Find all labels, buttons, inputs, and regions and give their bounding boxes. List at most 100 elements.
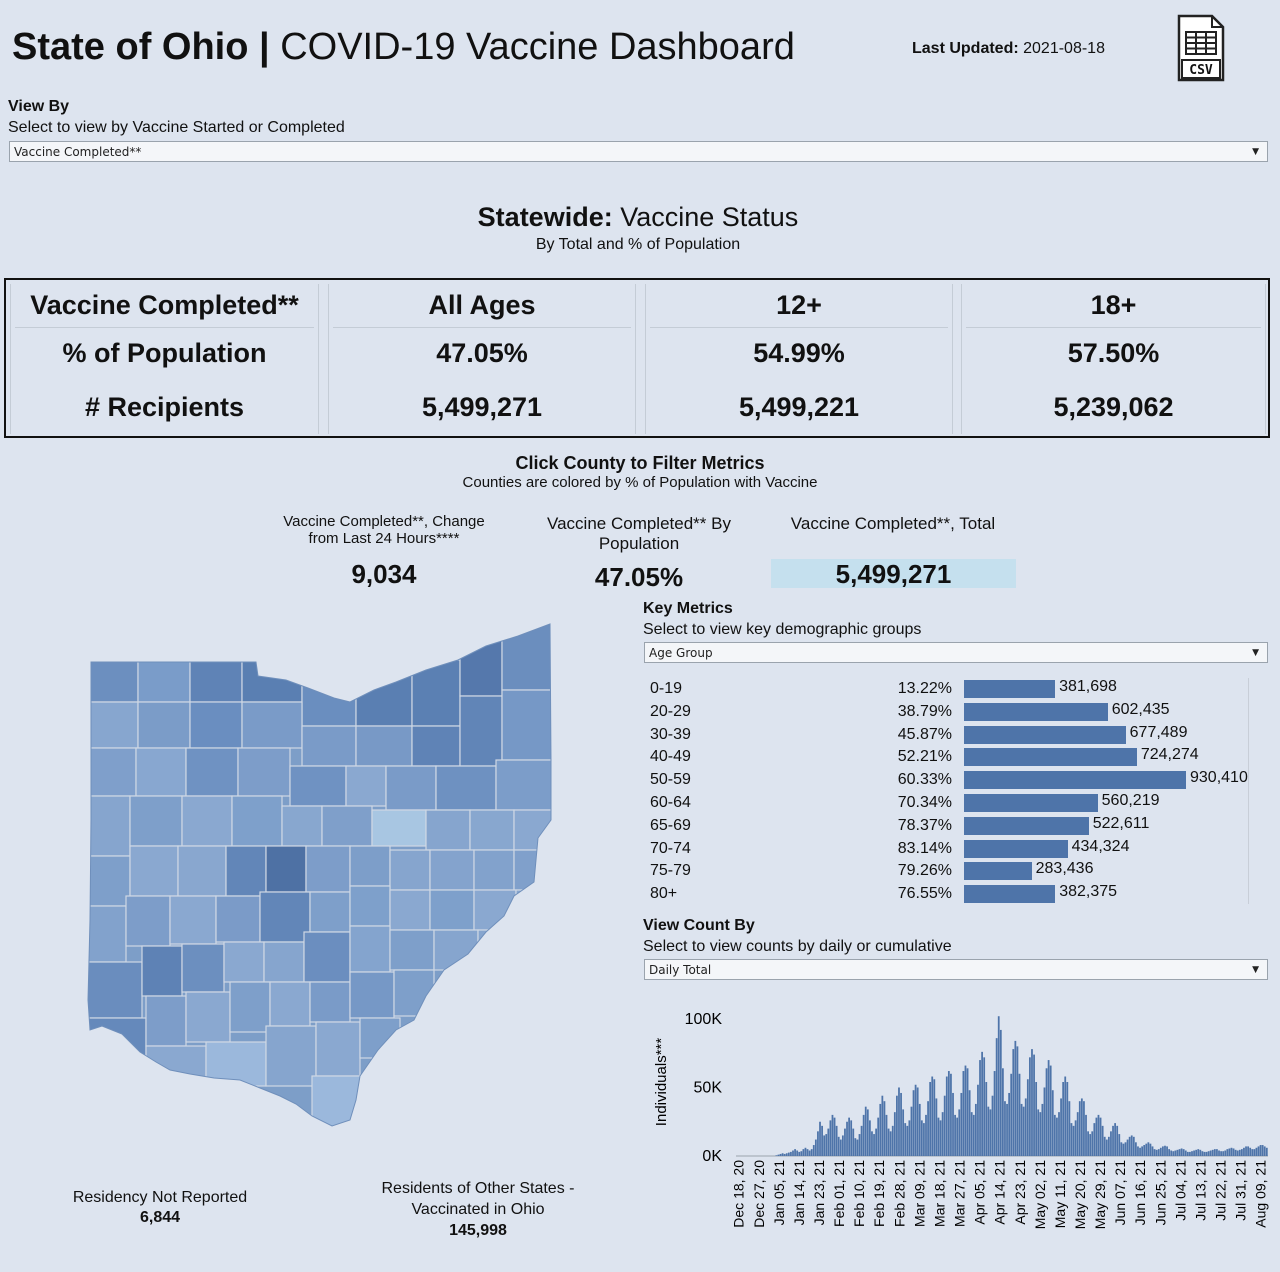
daily-bar[interactable] — [983, 1057, 986, 1156]
daily-bar[interactable] — [800, 1151, 803, 1156]
daily-bar[interactable] — [979, 1060, 981, 1156]
daily-bar[interactable] — [958, 1109, 961, 1156]
daily-bar[interactable] — [794, 1149, 796, 1156]
daily-bar[interactable] — [1058, 1112, 1060, 1156]
daily-bar[interactable] — [1232, 1148, 1235, 1156]
daily-bar[interactable] — [1051, 1090, 1054, 1156]
daily-bar[interactable] — [920, 1120, 923, 1156]
daily-bar[interactable] — [1024, 1098, 1027, 1156]
daily-bar[interactable] — [796, 1150, 799, 1156]
daily-bar[interactable] — [1103, 1136, 1106, 1156]
daily-bar[interactable] — [1083, 1101, 1085, 1156]
daily-bar[interactable] — [827, 1128, 830, 1156]
daily-bar[interactable] — [1043, 1087, 1046, 1156]
daily-bar[interactable] — [1087, 1131, 1089, 1156]
daily-bar[interactable] — [871, 1131, 873, 1156]
daily-bar[interactable] — [862, 1114, 865, 1156]
key-metrics-dropdown[interactable]: Age Group ▼ — [644, 642, 1268, 663]
daily-bar[interactable] — [841, 1135, 844, 1156]
daily-bar[interactable] — [916, 1087, 919, 1156]
daily-bar[interactable] — [1234, 1149, 1237, 1156]
daily-bar[interactable] — [906, 1125, 909, 1156]
daily-bar[interactable] — [1153, 1149, 1156, 1156]
daily-bar[interactable] — [947, 1071, 950, 1156]
daily-bar[interactable] — [783, 1153, 786, 1156]
daily-bar[interactable] — [785, 1153, 788, 1156]
daily-bar[interactable] — [854, 1138, 857, 1156]
daily-bar[interactable] — [858, 1134, 861, 1156]
daily-bar[interactable] — [1211, 1149, 1214, 1156]
age-group-row[interactable]: 70-74 83.14% 434,324 — [644, 838, 1264, 860]
daily-bar[interactable] — [885, 1114, 888, 1156]
daily-bar[interactable] — [995, 1038, 998, 1156]
daily-bar[interactable] — [1178, 1149, 1181, 1156]
daily-bar[interactable] — [1220, 1151, 1222, 1156]
daily-bar[interactable] — [781, 1153, 784, 1156]
daily-bar[interactable] — [914, 1084, 917, 1156]
daily-bar[interactable] — [1159, 1147, 1162, 1156]
age-group-bar[interactable] — [964, 794, 1098, 812]
daily-bar[interactable] — [804, 1147, 807, 1156]
daily-bar[interactable] — [887, 1128, 890, 1156]
daily-bar[interactable] — [1039, 1112, 1042, 1156]
daily-bar[interactable] — [1164, 1145, 1166, 1156]
daily-bar[interactable] — [873, 1134, 875, 1156]
daily-bar[interactable] — [974, 1103, 977, 1156]
daily-bar[interactable] — [823, 1135, 826, 1156]
daily-bar[interactable] — [1197, 1149, 1200, 1156]
daily-bar[interactable] — [991, 1095, 994, 1156]
daily-bar[interactable] — [1182, 1149, 1185, 1156]
daily-bar[interactable] — [1041, 1103, 1044, 1156]
daily-bar[interactable] — [987, 1106, 990, 1156]
daily-bar[interactable] — [814, 1139, 817, 1156]
daily-bar[interactable] — [1093, 1123, 1096, 1156]
daily-bar[interactable] — [927, 1101, 929, 1156]
daily-bar[interactable] — [1132, 1136, 1135, 1156]
daily-bar[interactable] — [777, 1154, 780, 1156]
daily-bar[interactable] — [1101, 1125, 1104, 1156]
daily-bar[interactable] — [1243, 1147, 1245, 1156]
daily-bar[interactable] — [1035, 1082, 1038, 1156]
daily-bar[interactable] — [935, 1098, 938, 1156]
daily-bar[interactable] — [1012, 1049, 1015, 1156]
daily-bar[interactable] — [896, 1095, 898, 1156]
daily-bar[interactable] — [835, 1125, 838, 1156]
daily-bar[interactable] — [1145, 1143, 1148, 1156]
daily-bar[interactable] — [1216, 1149, 1218, 1156]
daily-bar[interactable] — [1137, 1146, 1139, 1156]
daily-bar[interactable] — [956, 1117, 959, 1156]
age-group-bar[interactable] — [964, 816, 1089, 835]
daily-bar[interactable] — [1020, 1103, 1023, 1156]
daily-bar[interactable] — [908, 1120, 911, 1156]
daily-bar[interactable] — [923, 1123, 925, 1156]
daily-bar[interactable] — [1257, 1146, 1260, 1156]
daily-bar[interactable] — [1095, 1117, 1098, 1156]
daily-bar[interactable] — [1141, 1146, 1144, 1156]
daily-bar[interactable] — [1122, 1143, 1125, 1156]
daily-bar[interactable] — [943, 1095, 946, 1156]
daily-bar[interactable] — [941, 1112, 944, 1156]
daily-bar[interactable] — [1261, 1145, 1264, 1156]
daily-bar[interactable] — [900, 1092, 902, 1156]
daily-bar[interactable] — [819, 1121, 821, 1156]
daily-bar[interactable] — [1018, 1073, 1021, 1156]
daily-bar[interactable] — [1029, 1057, 1031, 1156]
age-group-bar[interactable] — [964, 680, 1056, 698]
daily-bar[interactable] — [1176, 1149, 1179, 1156]
daily-bar[interactable] — [972, 1114, 975, 1156]
age-group-bar[interactable] — [964, 725, 1126, 744]
daily-bar[interactable] — [1107, 1136, 1110, 1156]
daily-bar[interactable] — [1010, 1073, 1013, 1156]
daily-bar[interactable] — [997, 1016, 1000, 1156]
daily-bar[interactable] — [1135, 1142, 1137, 1156]
age-group-bar[interactable] — [964, 839, 1068, 858]
daily-bar[interactable] — [1004, 1101, 1006, 1156]
daily-bar[interactable] — [1008, 1092, 1011, 1156]
daily-bar[interactable] — [1105, 1139, 1108, 1156]
daily-bar[interactable] — [839, 1139, 842, 1156]
daily-bar[interactable] — [1037, 1109, 1040, 1156]
daily-bar[interactable] — [787, 1152, 790, 1156]
daily-bar[interactable] — [864, 1106, 867, 1156]
daily-bar[interactable] — [806, 1149, 809, 1156]
daily-vaccination-chart[interactable]: Individuals*** 100K 50K 0K Dec 18, 20 Dec 27,… — [644, 998, 1276, 1260]
